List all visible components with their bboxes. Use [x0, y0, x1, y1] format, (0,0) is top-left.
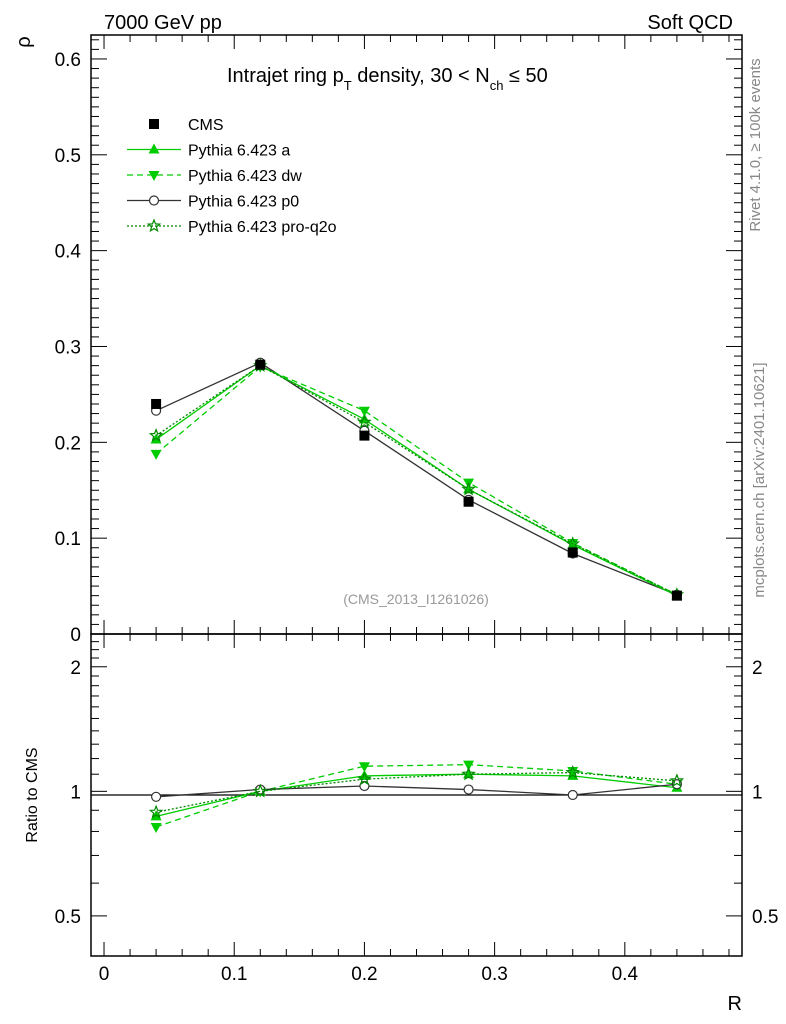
- main-axis-ticks: [91, 35, 742, 635]
- ratio-y-tick-labels: 0.5 0.5 1 1 2 2: [55, 658, 779, 928]
- ratio-y-tick-label-right: 2: [752, 658, 763, 679]
- main-data-point: [148, 427, 164, 442]
- legend: CMS Pythia 6.423 a Pythia 6.423 dw Pythia 6…: [127, 117, 337, 236]
- header-right-label: Soft QCD: [647, 12, 733, 34]
- main-series-line: [155, 364, 678, 597]
- main-y-tick-labels: 0 0.1 0.2 0.3 0.4 0.5 0.6: [55, 50, 82, 646]
- main-data-point: [567, 547, 578, 558]
- legend-entry: Pythia 6.423 pro-q2o: [127, 218, 337, 236]
- ratio-series-line: [155, 764, 677, 828]
- ratio-data-point: [150, 822, 162, 833]
- main-title: Intrajet ring pT density, 30 < Nch ≤ 50: [227, 65, 548, 93]
- legend-marker: [148, 143, 160, 154]
- main-series-4: [148, 358, 685, 601]
- ratio-data-point: [567, 766, 579, 777]
- legend-entry: Pythia 6.423 p0: [127, 194, 299, 211]
- title-sub-ch: ch: [490, 78, 504, 93]
- main-series-3: [151, 357, 683, 600]
- ratio-series-0: [150, 768, 683, 821]
- ratio-data-point: [463, 784, 474, 795]
- main-series-1: [150, 359, 683, 600]
- ratio-series-3: [148, 764, 685, 819]
- main-data-point: [151, 398, 162, 409]
- ratio-y-tick-label: 0.5: [55, 907, 81, 928]
- ratio-data-point: [148, 804, 164, 819]
- ratio-data-point: [463, 760, 475, 771]
- ratio-data-point: [357, 771, 372, 786]
- title-suffix: ≤ 50: [503, 65, 547, 87]
- main-y-tick-label: 0.4: [55, 242, 82, 263]
- title-sub-t: T: [344, 78, 352, 93]
- main-data-point: [357, 414, 372, 429]
- x-tick-label: 0.1: [221, 964, 247, 985]
- legend-entry: Pythia 6.423 dw: [127, 168, 302, 185]
- ratio-y-tick-label-right: 0.5: [752, 907, 778, 928]
- legend-label: Pythia 6.423 a: [188, 143, 290, 160]
- main-y-axis-label: ρ: [13, 36, 35, 47]
- main-y-tick-label: 0.6: [55, 50, 81, 71]
- legend-entry: Pythia 6.423 a: [127, 143, 290, 160]
- main-y-tick-label: 0: [70, 625, 81, 646]
- ratio-data-point: [669, 773, 685, 788]
- main-y-tick-label: 0.3: [55, 337, 81, 358]
- ratio-x-tick-labels: 0 0.1 0.2 0.3 0.4: [99, 964, 639, 985]
- legend-label: Pythia 6.423 pro-q2o: [188, 219, 337, 236]
- ratio-y-tick-label: 1: [70, 782, 81, 803]
- analysis-id-watermark: (CMS_2013_I1261026): [343, 591, 489, 607]
- ratio-series-group: [148, 760, 685, 833]
- main-data-point: [150, 449, 162, 460]
- main-series-line: [155, 364, 678, 596]
- legend-marker: [149, 119, 159, 129]
- ratio-data-point: [461, 766, 476, 781]
- main-data-point: [565, 536, 581, 551]
- main-y-tick-label: 0.2: [55, 433, 81, 454]
- title-prefix: Intrajet ring p: [227, 65, 344, 87]
- title-mid: density, 30 < N: [352, 65, 490, 87]
- main-series-0: [151, 359, 682, 601]
- ratio-series-line: [155, 773, 677, 817]
- main-data-point: [358, 406, 370, 417]
- main-data-point: [461, 481, 476, 496]
- x-tick-label: 0.4: [612, 964, 639, 985]
- main-y-tick-label: 0.1: [55, 529, 81, 550]
- ratio-y-tick-label-right: 1: [752, 782, 763, 803]
- ratio-series-line: [156, 783, 677, 798]
- main-series-line: [155, 365, 678, 596]
- rivet-version-label: Rivet 4.1.0, ≥ 100k events: [747, 58, 764, 231]
- main-data-point: [463, 496, 474, 507]
- main-data-point: [359, 430, 370, 441]
- main-panel: 0 0.1 0.2 0.3 0.4 0.5 0.6 ρ Intrajet ring pT d…: [13, 34, 743, 646]
- legend-label: Pythia 6.423 p0: [188, 194, 299, 211]
- mcplots-reference-label: mcplots.cern.ch [arXiv:2401.10621]: [751, 362, 768, 597]
- legend-marker: [146, 218, 162, 233]
- x-tick-label: 0: [99, 964, 110, 985]
- ratio-series-line: [155, 771, 677, 813]
- x-tick-label: 0.2: [351, 964, 377, 985]
- main-series-group: [148, 357, 685, 601]
- legend-entry: CMS: [149, 117, 224, 134]
- ratio-y-tick-label: 2: [70, 658, 81, 679]
- ratio-data-point: [252, 783, 268, 798]
- ratio-y-axis-label: Ratio to CMS: [24, 747, 41, 842]
- main-data-point: [671, 590, 682, 601]
- main-y-tick-label: 0.5: [55, 146, 81, 167]
- ratio-data-point: [567, 789, 578, 801]
- legend-label: Pythia 6.423 dw: [188, 168, 302, 185]
- legend-marker: [148, 171, 160, 181]
- ratio-panel: 0.5 0.5 1 1 2 2 0 0.1 0.2 0.3 0.4 Ratio to CMS R: [24, 633, 779, 1015]
- main-series-line: [155, 362, 678, 596]
- x-tick-label: 0.3: [481, 964, 507, 985]
- ratio-data-point: [358, 762, 370, 773]
- ratio-series-1: [150, 760, 683, 833]
- ratio-axis-ticks: [91, 633, 742, 957]
- x-axis-label: R: [728, 993, 742, 1015]
- ratio-data-point: [565, 764, 581, 779]
- ratio-data-point: [151, 791, 162, 802]
- header-left-label: 7000 GeV pp: [104, 12, 222, 34]
- legend-label: CMS: [188, 117, 224, 134]
- legend-marker: [148, 195, 160, 206]
- main-data-point: [255, 359, 266, 370]
